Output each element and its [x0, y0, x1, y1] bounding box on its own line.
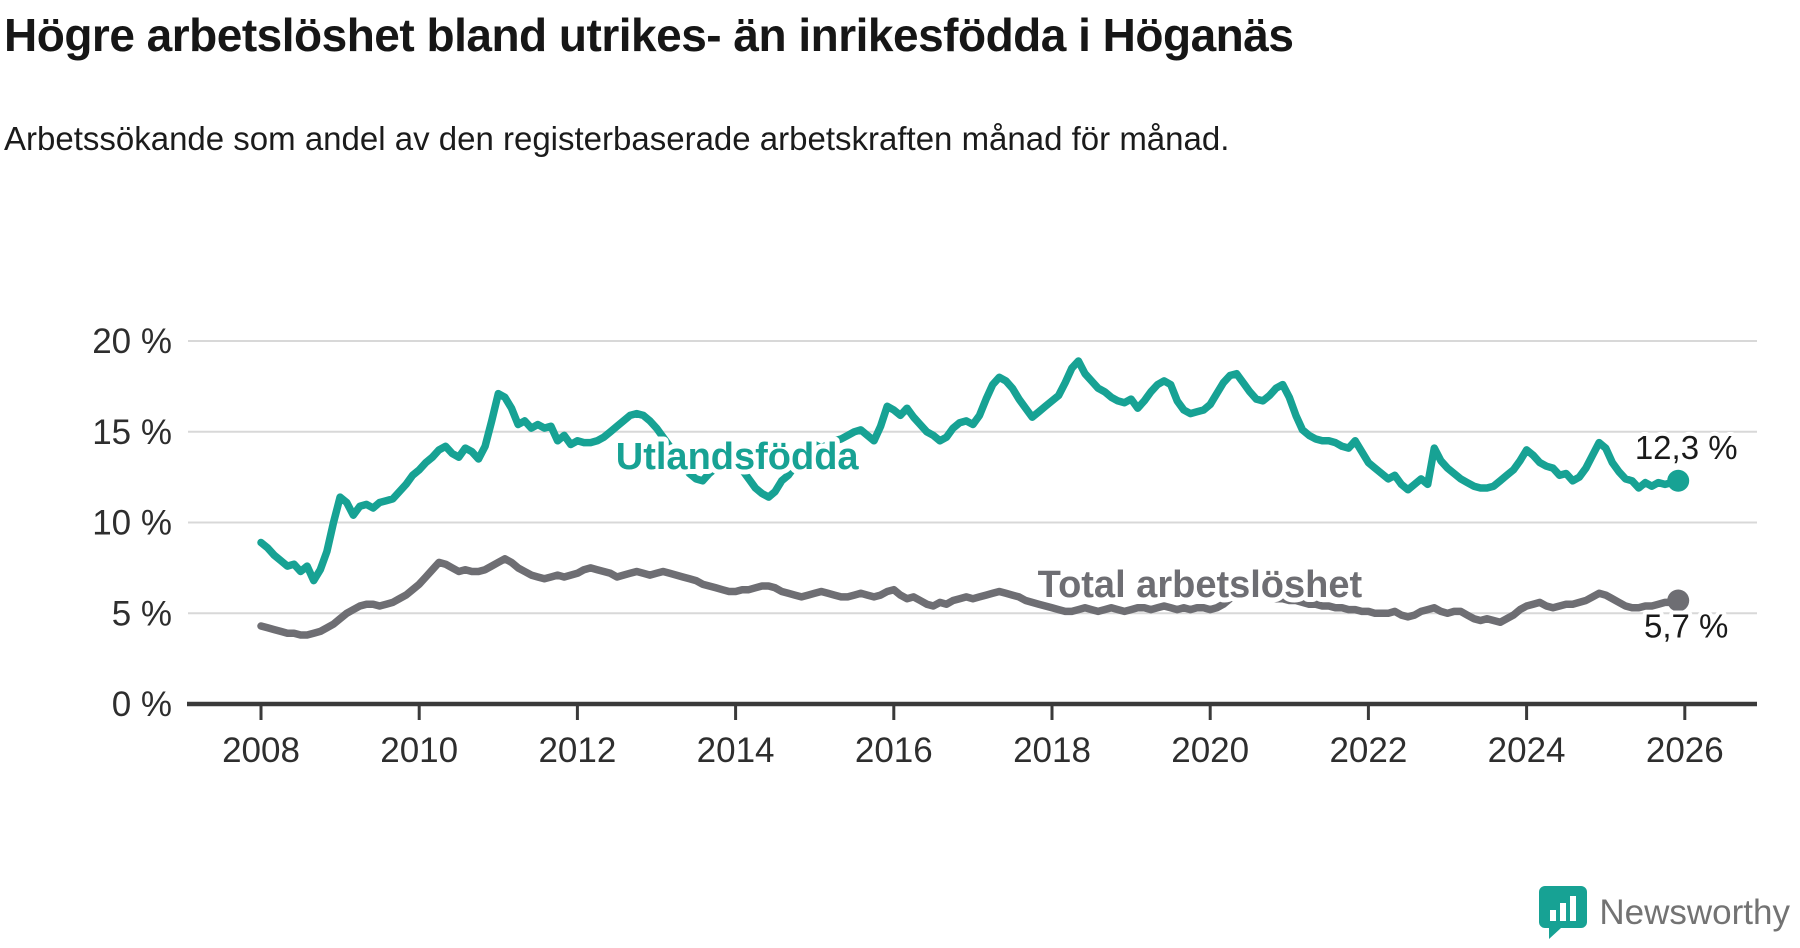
series-end-dot-total-arbetsloshet — [1667, 589, 1690, 612]
logo-bar-2 — [1560, 903, 1567, 921]
series-line-total-arbetsloshet — [257, 555, 1682, 639]
series-line-utlandsfodda — [257, 357, 1682, 585]
brand-name: Newsworthy — [1599, 893, 1790, 932]
x-tick-label: 2010 — [380, 731, 458, 770]
y-tick-label: 20 % — [92, 322, 172, 361]
chart-title: Högre arbetslöshet bland utrikes- än inr… — [4, 9, 1294, 61]
y-tick-label: 15 % — [92, 413, 172, 452]
series-end-value-utlandsfodda: 12,3 % — [1635, 429, 1738, 466]
newsworthy-brand: Newsworthy — [1539, 886, 1790, 940]
y-tick-label: 5 % — [112, 594, 172, 633]
series-end-value-total-arbetsloshet: 5,7 % — [1644, 608, 1728, 645]
x-tick-label: 2014 — [697, 731, 775, 770]
x-tick-label: 2012 — [538, 731, 616, 770]
x-tick-label: 2008 — [222, 731, 300, 770]
y-tick-label: 10 % — [92, 504, 172, 543]
x-tick-label: 2016 — [855, 731, 933, 770]
x-tick-label: 2024 — [1488, 731, 1566, 770]
x-tick-label: 2020 — [1171, 731, 1249, 770]
x-tick-label: 2022 — [1329, 731, 1407, 770]
series-label-utlandsfodda: Utlandsfödda — [616, 436, 860, 478]
x-tick-label: 2026 — [1646, 731, 1724, 770]
chart-subtitle: Arbetssökande som andel av den registerb… — [4, 120, 1230, 157]
newsworthy-logo-icon — [1539, 886, 1588, 939]
series-end-dot-utlandsfodda — [1667, 469, 1690, 492]
x-tick-label: 2018 — [1013, 731, 1091, 770]
y-tick-label: 0 % — [112, 685, 172, 724]
logo-bar-1 — [1550, 910, 1557, 921]
series-label-total-arbetsloshet: Total arbetslöshet — [1038, 564, 1363, 606]
logo-bar-3 — [1570, 896, 1577, 921]
